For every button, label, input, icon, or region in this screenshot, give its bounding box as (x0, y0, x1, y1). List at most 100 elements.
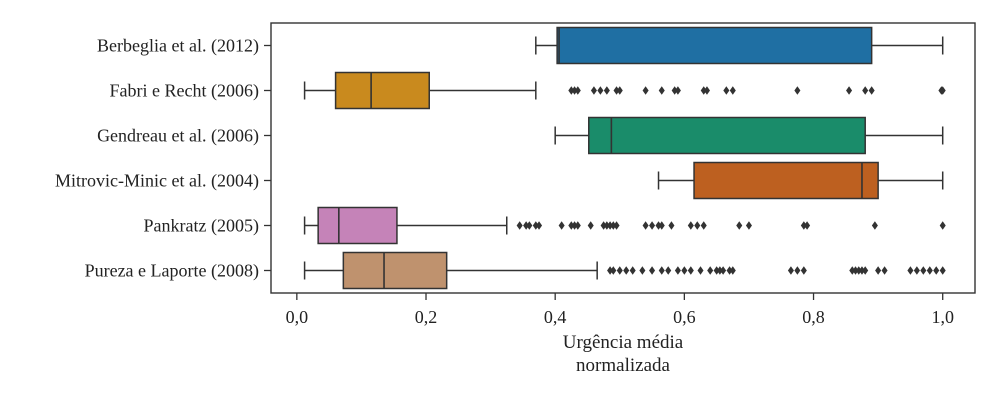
outlier-marker (852, 266, 859, 275)
outlier-marker (526, 221, 533, 230)
outlier-marker (868, 86, 875, 95)
iqr-box (317, 206, 398, 245)
outlier-marker (800, 266, 807, 275)
outlier-marker (532, 221, 539, 230)
x-tick-label: 0,2 (415, 307, 438, 327)
outlier-marker (920, 266, 927, 275)
y-tick-label: Fabri e Recht (2006) (110, 81, 259, 102)
box-3 (657, 161, 944, 200)
outlier-marker (687, 266, 694, 275)
outlier-marker (603, 221, 610, 230)
outlier-marker (642, 86, 649, 95)
outlier-marker (697, 266, 704, 275)
box-0 (535, 26, 944, 65)
iqr-box (693, 161, 879, 200)
outlier-marker (674, 266, 681, 275)
outlier-marker (939, 266, 946, 275)
outlier-marker (571, 221, 578, 230)
y-tick-label: Gendreau et al. (2006) (97, 126, 259, 147)
y-tick-label: Berbeglia et al. (2012) (97, 36, 259, 57)
outlier-marker (871, 221, 878, 230)
outlier-marker (846, 86, 853, 95)
iqr-box (342, 251, 448, 290)
outlier-marker (642, 221, 649, 230)
outlier-marker (674, 86, 681, 95)
outlier-marker (933, 266, 940, 275)
outlier-marker (574, 86, 581, 95)
outlier-marker (700, 221, 707, 230)
outlier-marker (574, 221, 581, 230)
outlier-marker (607, 266, 614, 275)
outlier-marker (687, 221, 694, 230)
outlier-marker (658, 266, 665, 275)
outlier-marker (849, 266, 856, 275)
outlier-marker (858, 266, 865, 275)
box-1 (303, 71, 946, 110)
outlier-marker (613, 221, 620, 230)
outlier-marker (616, 266, 623, 275)
outlier-marker (804, 221, 811, 230)
outlier-marker (665, 266, 672, 275)
outlier-marker (720, 266, 727, 275)
box-5 (303, 251, 946, 290)
outlier-marker (794, 86, 801, 95)
outlier-marker (700, 86, 707, 95)
outlier-marker (610, 221, 617, 230)
outlier-marker (939, 86, 946, 95)
x-tick-label: 1,0 (931, 307, 954, 327)
box-2 (554, 116, 944, 155)
outlier-marker (855, 266, 862, 275)
iqr-box (588, 116, 866, 155)
outlier-marker (571, 86, 578, 95)
x-axis-title-line-1: Urgência média (563, 332, 684, 353)
outlier-marker (703, 86, 710, 95)
y-tick-label: Pankratz (2005) (144, 216, 259, 237)
outlier-marker (523, 221, 530, 230)
y-tick-label: Mitrovic-Minic et al. (2004) (55, 171, 259, 192)
outlier-marker (694, 221, 701, 230)
outlier-marker (716, 266, 723, 275)
outlier-marker (913, 266, 920, 275)
plot-content (303, 26, 946, 290)
outlier-marker (729, 266, 736, 275)
x-tick-label: 0,0 (286, 307, 309, 327)
x-axis: 0,0 0,2 0,4 0,6 0,8 1,0 (286, 293, 954, 327)
outlier-marker (681, 266, 688, 275)
outlier-marker (516, 221, 523, 230)
x-tick-label: 0,8 (802, 307, 825, 327)
iqr-box (334, 71, 430, 110)
outlier-marker (607, 221, 614, 230)
outlier-marker (713, 266, 720, 275)
outlier-marker (926, 266, 933, 275)
box-4 (303, 206, 946, 245)
outlier-marker (658, 221, 665, 230)
outlier-marker (726, 266, 733, 275)
outlier-marker (745, 221, 752, 230)
plot-frame (270, 22, 976, 294)
outlier-marker (639, 266, 646, 275)
outlier-marker (536, 221, 543, 230)
outlier-marker (629, 266, 636, 275)
outlier-marker (597, 86, 604, 95)
outlier-marker (603, 86, 610, 95)
outlier-marker (658, 86, 665, 95)
outlier-marker (862, 86, 869, 95)
outlier-marker (649, 266, 656, 275)
x-tick-label: 0,4 (544, 307, 567, 327)
outlier-marker (800, 221, 807, 230)
outlier-marker (616, 86, 623, 95)
outlier-marker (558, 221, 565, 230)
outlier-marker (655, 221, 662, 230)
outlier-marker (723, 86, 730, 95)
outlier-marker (671, 86, 678, 95)
outlier-marker (907, 266, 914, 275)
iqr-box (556, 26, 873, 65)
outlier-marker (649, 221, 656, 230)
outlier-marker (610, 266, 617, 275)
outlier-marker (613, 86, 620, 95)
outlier-marker (568, 221, 575, 230)
outlier-marker (600, 221, 607, 230)
outlier-marker (590, 86, 597, 95)
outlier-marker (587, 221, 594, 230)
